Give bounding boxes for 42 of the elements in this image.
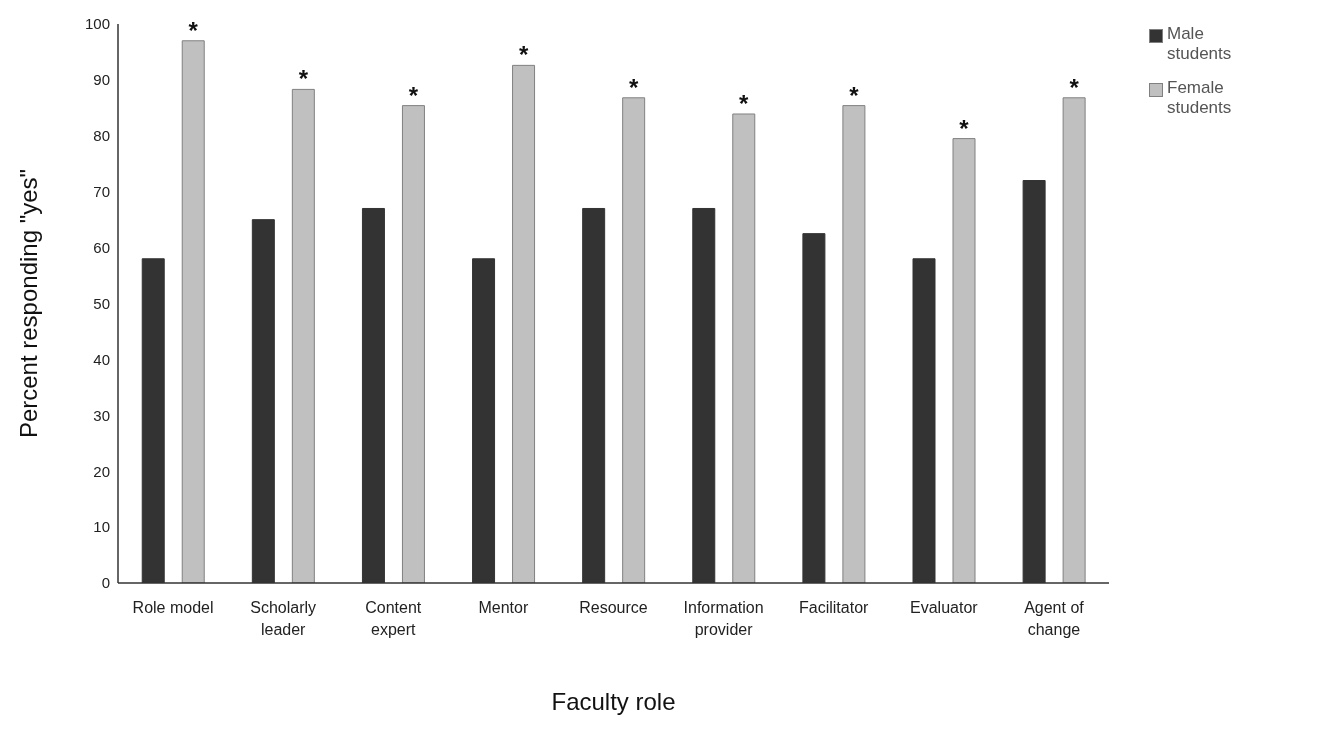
x-tick-label: Mentor bbox=[478, 599, 529, 617]
bar bbox=[512, 64, 536, 583]
bar bbox=[181, 40, 205, 583]
x-tick-label: Information provider bbox=[683, 599, 764, 638]
bar bbox=[952, 138, 976, 583]
annotation: * bbox=[739, 90, 750, 117]
x-tick-label: Scholarly leader bbox=[250, 599, 317, 638]
y-tick-label: 80 bbox=[93, 127, 110, 145]
legend-label: Female students bbox=[1167, 78, 1232, 118]
annotation: * bbox=[1069, 73, 1080, 101]
bar bbox=[1062, 97, 1086, 583]
y-tick-label: 30 bbox=[93, 406, 110, 424]
y-tick-label: 0 bbox=[101, 574, 110, 592]
y-tick-label: 10 bbox=[93, 518, 110, 536]
x-tick-label: Agent of change bbox=[1024, 599, 1085, 638]
x-tick-label: Evaluator bbox=[910, 599, 979, 617]
y-tick-label: 70 bbox=[93, 183, 110, 201]
y-tick-label: 100 bbox=[84, 15, 110, 33]
y-axis-title: Percent responding "yes" bbox=[14, 168, 42, 439]
annotation: * bbox=[518, 41, 529, 69]
y-tick-label: 40 bbox=[93, 350, 110, 368]
bar bbox=[732, 113, 756, 583]
bar bbox=[622, 97, 646, 583]
annotation: * bbox=[849, 81, 860, 109]
y-tick-label: 50 bbox=[93, 294, 110, 312]
bar bbox=[401, 105, 425, 583]
x-tick-label: Resource bbox=[579, 599, 648, 617]
annotation: * bbox=[188, 16, 199, 44]
y-tick-label: 90 bbox=[93, 71, 110, 89]
x-tick-label: Content expert bbox=[365, 599, 422, 638]
y-tick-label: 60 bbox=[93, 238, 110, 256]
annotation: * bbox=[298, 65, 309, 93]
annotation: * bbox=[959, 114, 970, 142]
x-axis-title: Faculty role bbox=[551, 688, 676, 716]
y-tick-label: 20 bbox=[93, 462, 110, 480]
x-tick-label: Facilitator bbox=[799, 599, 870, 617]
legend-label: Male students bbox=[1167, 24, 1232, 64]
bar bbox=[842, 105, 866, 583]
annotation: * bbox=[408, 81, 419, 109]
x-tick-label: Role model bbox=[132, 599, 214, 617]
bar bbox=[291, 88, 315, 583]
annotation: * bbox=[629, 73, 639, 101]
